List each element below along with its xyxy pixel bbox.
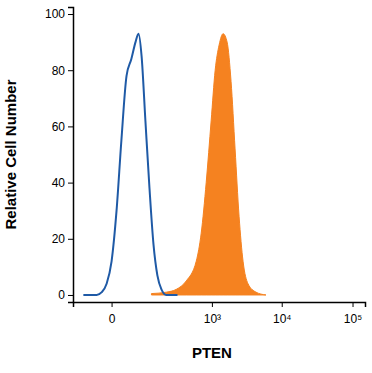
y-tick-label: 40 <box>52 176 66 190</box>
x-tick-label: 0 <box>109 312 116 326</box>
y-tick: 60 <box>52 120 73 134</box>
chart: 0 10³ 10⁴ 10⁵ 0 20 40 60 80 100 PTEN Relative Cell … <box>0 0 372 373</box>
x-tick-mark <box>353 302 354 307</box>
y-tick: 100 <box>45 7 73 21</box>
x-tick: 10⁵ <box>344 302 362 326</box>
y-tick-mark <box>68 183 73 184</box>
y-tick: 20 <box>52 232 73 246</box>
histogram-area <box>151 34 265 295</box>
y-axis-line <box>68 8 74 303</box>
x-tick-label: 10³ <box>204 312 221 326</box>
x-tick-mark <box>112 302 113 307</box>
y-tick-mark <box>68 14 73 15</box>
y-tick-label: 60 <box>52 120 66 134</box>
x-tick-label: 10⁴ <box>273 312 292 326</box>
x-tick-mark <box>282 302 283 307</box>
y-tick: 40 <box>52 176 73 190</box>
x-tick: 10⁴ <box>273 302 292 326</box>
x-tick: 0 <box>109 302 116 326</box>
y-tick: 0 <box>58 288 73 302</box>
y-tick-mark <box>68 126 73 127</box>
y-tick-mark <box>68 239 73 240</box>
histogram-line <box>83 34 177 295</box>
y-tick-mark <box>68 70 73 71</box>
y-tick-label: 100 <box>45 7 65 21</box>
y-tick: 80 <box>52 64 73 78</box>
x-tick: 10³ <box>204 302 221 326</box>
y-axis: 0 20 40 60 80 100 <box>45 7 74 302</box>
x-axis-line <box>74 303 366 308</box>
plot: 0 10³ 10⁴ 10⁵ 0 20 40 60 80 100 <box>45 7 366 326</box>
y-axis-title: Relative Cell Number <box>2 79 19 229</box>
x-tick-label: 10⁵ <box>344 312 362 326</box>
y-tick-mark <box>68 295 73 296</box>
y-tick-label: 20 <box>52 232 66 246</box>
x-axis: 0 10³ 10⁴ 10⁵ <box>74 302 366 326</box>
marks <box>83 34 266 295</box>
y-tick-label: 80 <box>52 64 66 78</box>
x-tick-mark <box>212 302 213 307</box>
x-axis-title: PTEN <box>192 344 232 361</box>
y-tick-label: 0 <box>58 288 65 302</box>
